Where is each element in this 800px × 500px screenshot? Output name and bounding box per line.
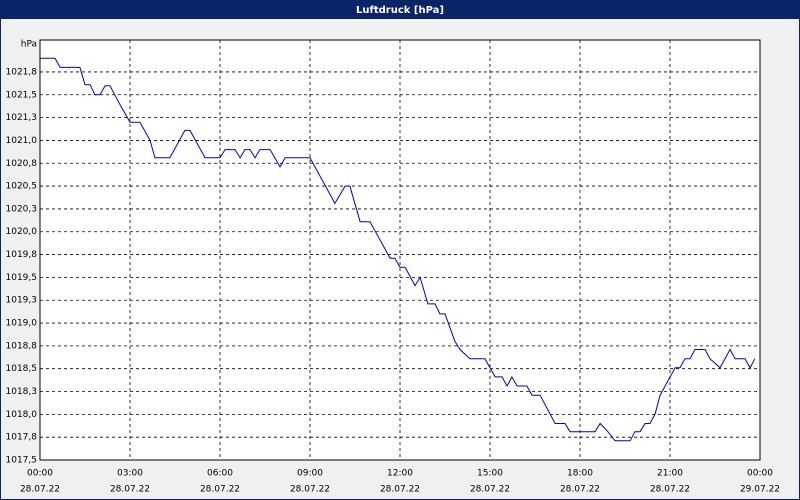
x-tick-label: 00:00 (747, 469, 773, 479)
y-tick-label: 1017,8 (6, 433, 38, 443)
plot-border (39, 39, 761, 461)
y-tick-label: 1019,5 (6, 273, 38, 283)
y-tick-label: 1021,3 (6, 113, 38, 123)
y-tick-label: 1018,3 (6, 387, 38, 397)
x-tick-date: 28.07.22 (560, 485, 600, 495)
x-tick-label: 15:00 (477, 469, 503, 479)
x-tick-date: 28.07.22 (470, 485, 510, 495)
y-tick-label: 1019,8 (6, 250, 38, 260)
y-tick-label: 1020,8 (6, 159, 38, 169)
pressure-line (40, 57, 756, 442)
x-tick-label: 12:00 (387, 469, 413, 479)
y-tick-label: 1017,5 (6, 456, 38, 466)
x-tick-label: 00:00 (27, 469, 53, 479)
y-tick-label: 1018,0 (6, 410, 38, 420)
y-tick-label: 1018,5 (6, 364, 38, 374)
x-tick-label: 06:00 (207, 469, 233, 479)
window-title: Luftdruck [hPa] (356, 5, 444, 16)
x-tick-date: 28.07.22 (20, 485, 60, 495)
x-tick-date: 29.07.22 (740, 485, 780, 495)
x-tick-label: 03:00 (117, 469, 143, 479)
y-tick-label: 1020,3 (6, 204, 38, 214)
x-tick-date: 28.07.22 (290, 485, 330, 495)
y-tick-label: 1021,5 (6, 90, 38, 100)
y-tick-label: 1019,0 (6, 319, 38, 329)
title-bar (0, 0, 800, 19)
y-tick-label: 1021,8 (6, 67, 38, 77)
y-tick-label: 1021,0 (6, 136, 38, 146)
y-tick-label: 1020,0 (6, 227, 38, 237)
x-tick-date: 28.07.22 (380, 485, 420, 495)
y-unit: hPa (21, 40, 37, 50)
y-tick-label: 1018,8 (6, 341, 38, 351)
x-tick-date: 28.07.22 (110, 485, 150, 495)
x-tick-label: 18:00 (567, 469, 593, 479)
x-tick-label: 21:00 (657, 469, 683, 479)
x-tick-date: 28.07.22 (200, 485, 240, 495)
x-tick-date: 28.07.22 (650, 485, 690, 495)
y-tick-label: 1019,3 (6, 296, 38, 306)
y-tick-label: 1020,5 (6, 182, 38, 192)
x-tick-label: 09:00 (297, 469, 323, 479)
